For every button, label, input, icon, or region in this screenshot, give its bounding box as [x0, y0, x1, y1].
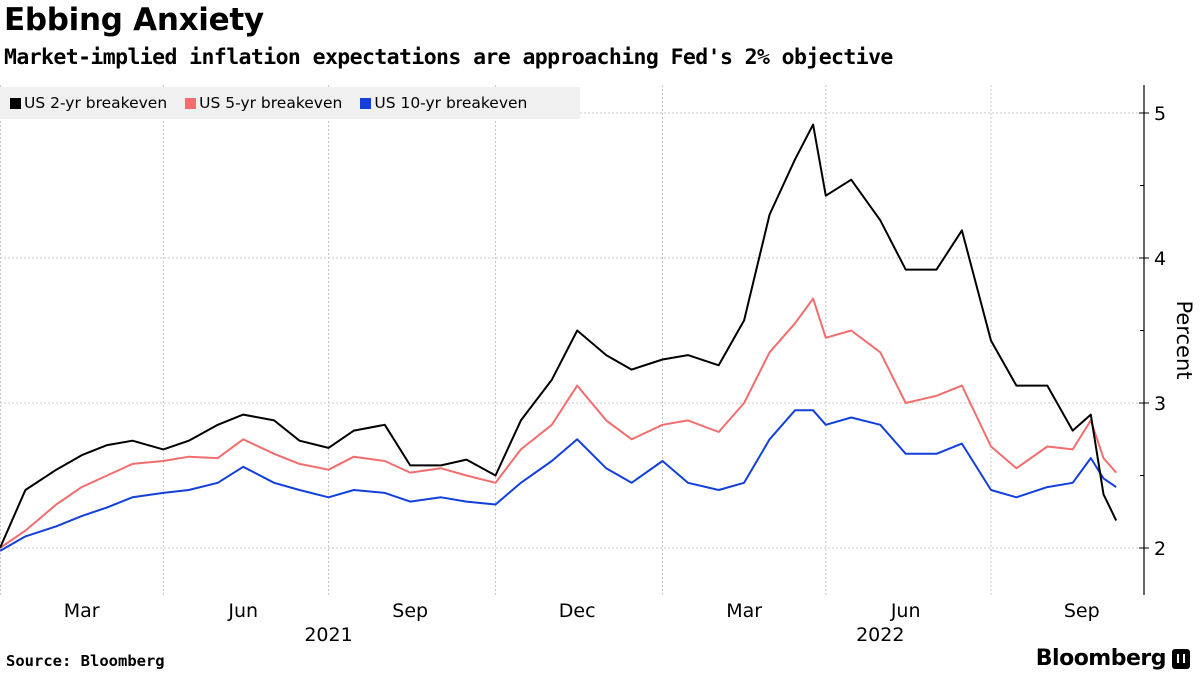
x-tick-label: Jun — [227, 600, 258, 622]
x-year-label: 2021 — [304, 624, 352, 646]
source-note: Source: Bloomberg — [6, 652, 165, 670]
chart-subtitle: Market-implied inflation expectations ar… — [4, 45, 893, 70]
y-tick-label: 2 — [1154, 538, 1166, 560]
legend-label-10yr: US 10-yr breakeven — [374, 94, 528, 112]
series-line-10yr — [0, 409, 1117, 552]
x-tick-label: Jun — [890, 600, 921, 622]
legend-swatch-2yr — [10, 97, 21, 109]
series-line-5yr — [0, 297, 1117, 549]
y-tick-label: 3 — [1154, 393, 1166, 415]
x-year-label: 2022 — [856, 624, 904, 646]
legend: US 2-yr breakeven US 5-yr breakeven US 1… — [0, 87, 580, 119]
legend-item-5yr: US 5-yr breakeven — [185, 94, 342, 112]
bloomberg-logo-icon — [1172, 648, 1190, 669]
x-tick-label: Mar — [64, 600, 100, 622]
x-tick-label: Dec — [559, 600, 596, 622]
series-line-2yr — [0, 123, 1118, 549]
legend-swatch-5yr — [185, 97, 197, 109]
bloomberg-logo: Bloomberg — [1036, 646, 1190, 671]
x-tick-label: Sep — [392, 600, 428, 622]
chart-title: Ebbing Anxiety — [4, 2, 264, 38]
y-axis-label: Percent — [1172, 300, 1196, 379]
legend-label-2yr: US 2-yr breakeven — [24, 94, 168, 112]
x-tick-label: Sep — [1064, 600, 1100, 622]
x-tick-label: Mar — [726, 600, 762, 622]
logo-text: Bloomberg — [1035, 646, 1167, 671]
legend-label-5yr: US 5-yr breakeven — [199, 94, 343, 112]
legend-swatch-10yr — [360, 97, 372, 109]
y-tick-label: 4 — [1154, 248, 1166, 270]
legend-item-2yr: US 2-yr breakeven — [10, 94, 167, 112]
legend-item-10yr: US 10-yr breakeven — [360, 94, 527, 112]
y-tick-label: 5 — [1154, 103, 1166, 125]
